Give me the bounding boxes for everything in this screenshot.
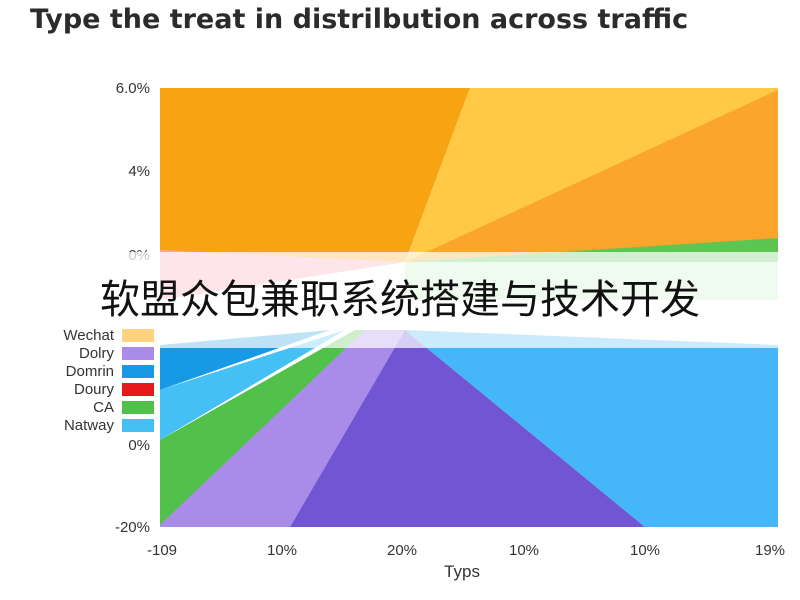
- area-blue-right: [405, 330, 778, 527]
- watermark-text: 软盟众包兼职系统搭建与技术开发: [100, 277, 700, 323]
- area-lavender: [160, 330, 405, 527]
- x-tick-label: -109: [147, 542, 177, 559]
- chart-title: Type the treat in distrilbution across t…: [30, 4, 689, 35]
- x-axis-ticks: -109 10% 20% 10% 10% 19%: [147, 542, 785, 559]
- legend-item: CA: [28, 398, 154, 416]
- legend-swatch: [122, 328, 154, 342]
- area-purple: [290, 330, 645, 527]
- area-orange-top: [160, 88, 470, 262]
- legend-swatch: [122, 364, 154, 378]
- chart-legend: Wechat Dolry Domrin Doury CA Natway: [28, 326, 154, 434]
- y-tick-label: -20%: [115, 519, 150, 536]
- legend-label: CA: [93, 398, 114, 416]
- legend-label: Natway: [63, 416, 114, 434]
- legend-label: Dolry: [78, 344, 114, 362]
- x-tick-label: 10%: [267, 542, 297, 559]
- legend-swatch: [122, 400, 154, 414]
- legend-swatch: [122, 382, 154, 396]
- legend-item: Wechat: [28, 326, 154, 344]
- y-tick-label: 4%: [128, 163, 150, 180]
- x-tick-label: 10%: [630, 542, 660, 559]
- legend-label: Wechat: [63, 326, 114, 344]
- x-tick-label: 19%: [755, 542, 785, 559]
- x-axis-label: Typs: [444, 562, 480, 581]
- x-tick-label: 10%: [509, 542, 539, 559]
- area-orange-right: [405, 90, 778, 262]
- area-yellow-top: [405, 88, 778, 262]
- legend-item: Doury: [28, 380, 154, 398]
- legend-swatch: [122, 346, 154, 360]
- y-tick-label: 6.0%: [116, 80, 150, 97]
- legend-label: Doury: [73, 380, 114, 398]
- legend-swatch: [122, 418, 154, 432]
- x-tick-label: 20%: [387, 542, 417, 559]
- legend-item: Dolry: [28, 344, 154, 362]
- legend-item: Natway: [28, 416, 154, 434]
- area-cyan-left: [160, 330, 345, 440]
- legend-label: Domrin: [65, 362, 114, 380]
- legend-item: Domrin: [28, 362, 154, 380]
- y-tick-label: 0%: [128, 437, 150, 454]
